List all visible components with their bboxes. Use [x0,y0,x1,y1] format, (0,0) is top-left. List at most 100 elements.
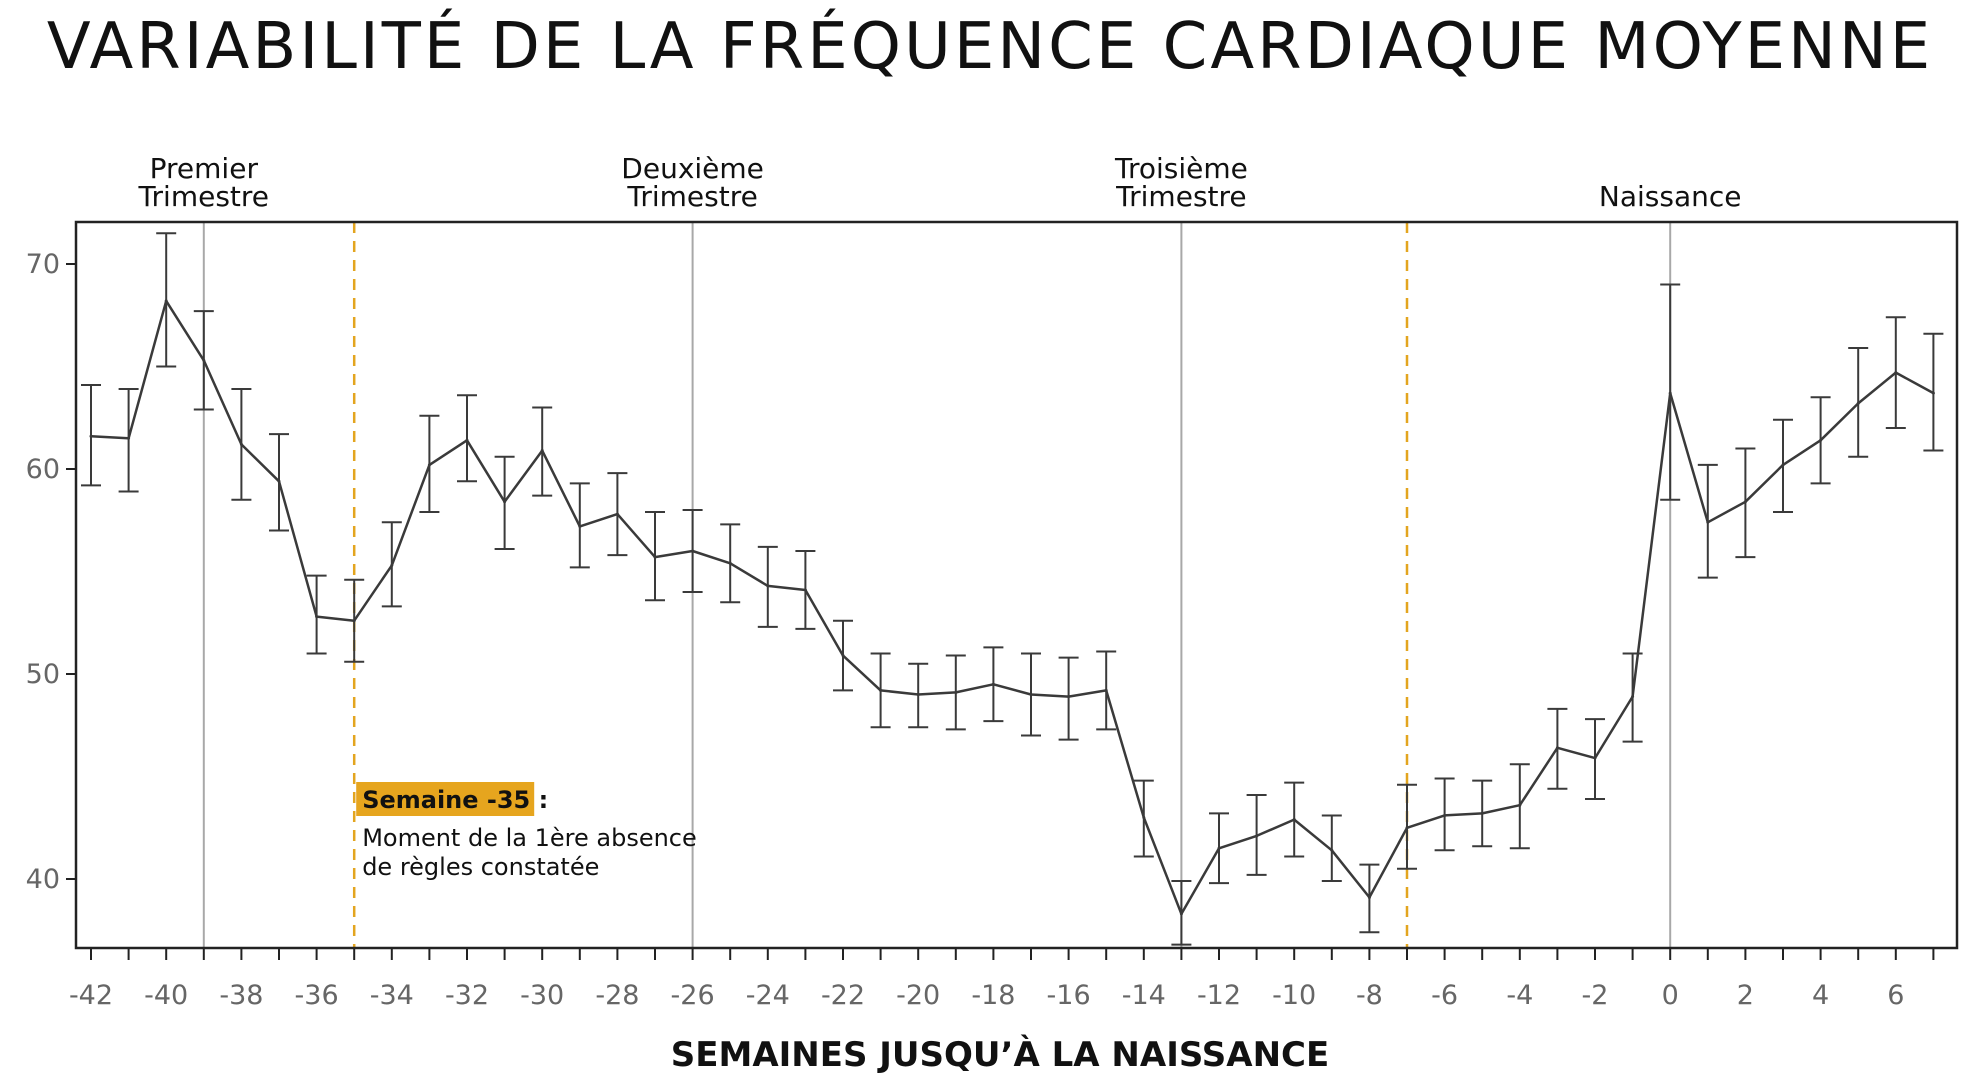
x-tick-label: -16 [1047,980,1091,1011]
annotation-text-line: de règles constatée [362,853,599,881]
data-point [803,588,807,592]
data-point [352,619,356,623]
error-bar [1321,814,1342,883]
period-label: Troisième [1114,152,1248,185]
data-point [1555,746,1559,750]
error-bar [118,388,139,493]
period-labels: PremierTrimestreDeuxièmeTrimestreTroisiè… [138,152,1742,213]
period-label: Premier [150,152,259,185]
data-point [728,561,732,565]
x-tick-label: -30 [520,980,564,1011]
data-point [1405,826,1409,830]
data-point [1367,895,1371,899]
data-point [1255,834,1259,838]
chart-title: VARIABILITÉ DE LA FRÉQUENCE CARDIAQUE MO… [47,8,1933,84]
data-point [1743,500,1747,504]
data-point [390,563,394,567]
data-point [1067,695,1071,699]
data-point [1706,520,1710,524]
data-point [315,615,319,619]
x-tick-label: -18 [971,980,1015,1011]
y-tick-label: 70 [26,249,60,280]
x-tick-label: 6 [1887,980,1904,1011]
period-label: Deuxième [621,152,764,185]
data-point [1292,818,1296,822]
data-point [1104,688,1108,692]
data-point [1179,912,1183,916]
data-point [879,688,883,692]
data-point [1330,848,1334,852]
data-point [202,358,206,362]
x-tick-label: -28 [595,980,639,1011]
x-tick-label: -4 [1506,980,1533,1011]
x-tick-label: -24 [746,980,790,1011]
data-point [427,463,431,467]
data-point [615,512,619,516]
x-tick-label: -2 [1582,980,1609,1011]
data-point [991,682,995,686]
data-point [1480,811,1484,815]
data-point [1142,816,1146,819]
data-point [691,549,695,553]
data-point [1217,846,1221,850]
x-axis-label: SEMAINES JUSQU’À LA NAISSANCE [671,1034,1329,1075]
data-point [1931,391,1935,395]
data-point [841,654,845,658]
error-bar [457,394,477,483]
data-point [1668,391,1672,395]
error-bar [1058,656,1079,741]
error-bars [81,232,1944,946]
x-tick-label: -10 [1272,980,1316,1011]
x-tick-label: 2 [1737,980,1754,1011]
y-tick-label: 60 [26,454,60,485]
data-point [1593,756,1597,760]
annotation-badge [356,782,535,816]
period-label: Trimestre [626,180,757,213]
data-point [1894,371,1898,375]
data-point [653,555,657,559]
data-point [1443,813,1447,817]
plot-frame [74,220,1959,950]
x-tick-label: -12 [1197,980,1241,1011]
data-point [1518,803,1522,807]
y-tick-label: 50 [26,659,60,690]
data-point [465,438,469,442]
data-point [1819,438,1823,442]
x-tick-label: -20 [896,980,940,1011]
series [89,299,1935,916]
series-line [90,299,1934,916]
x-axis: -42 -40 -38 -36 -34 -32 -30 -28 -26 -24 -22 -20 -18-… [69,948,1935,1011]
data-point [164,299,168,303]
annotation: Semaine -35 : Moment de la 1ère absence … [356,782,697,881]
x-tick-label: -42 [69,980,113,1011]
data-point [1631,695,1635,699]
x-tick-label: -26 [671,980,715,1011]
data-point [916,693,920,696]
data-point [239,442,243,446]
x-tick-label: -6 [1431,980,1458,1011]
data-point [766,584,770,588]
x-tick-label: -32 [445,980,489,1011]
x-tick-label: -22 [821,980,865,1011]
period-label: Trimestre [1115,180,1246,213]
x-tick-label: -34 [370,980,414,1011]
annotation-title: Semaine -35 : [362,786,548,814]
y-tick-label: 40 [26,864,60,895]
x-tick-label: -36 [295,980,339,1011]
data-point [578,524,582,528]
x-tick-label: -38 [219,980,263,1011]
period-label: Naissance [1599,180,1742,213]
y-axis: 40 50 60 70 [26,249,76,895]
x-tick-label: 4 [1812,980,1829,1011]
data-point [540,449,544,453]
x-tick-label: -14 [1122,980,1166,1011]
annotation-text-line: Moment de la 1ère absence [362,824,697,852]
x-tick-label: 0 [1662,980,1679,1011]
data-point [127,436,131,440]
data-point [1781,463,1785,467]
data-point [1029,693,1033,696]
data-point [1856,401,1860,405]
data-point [89,434,93,438]
x-tick-label: -8 [1356,980,1383,1011]
